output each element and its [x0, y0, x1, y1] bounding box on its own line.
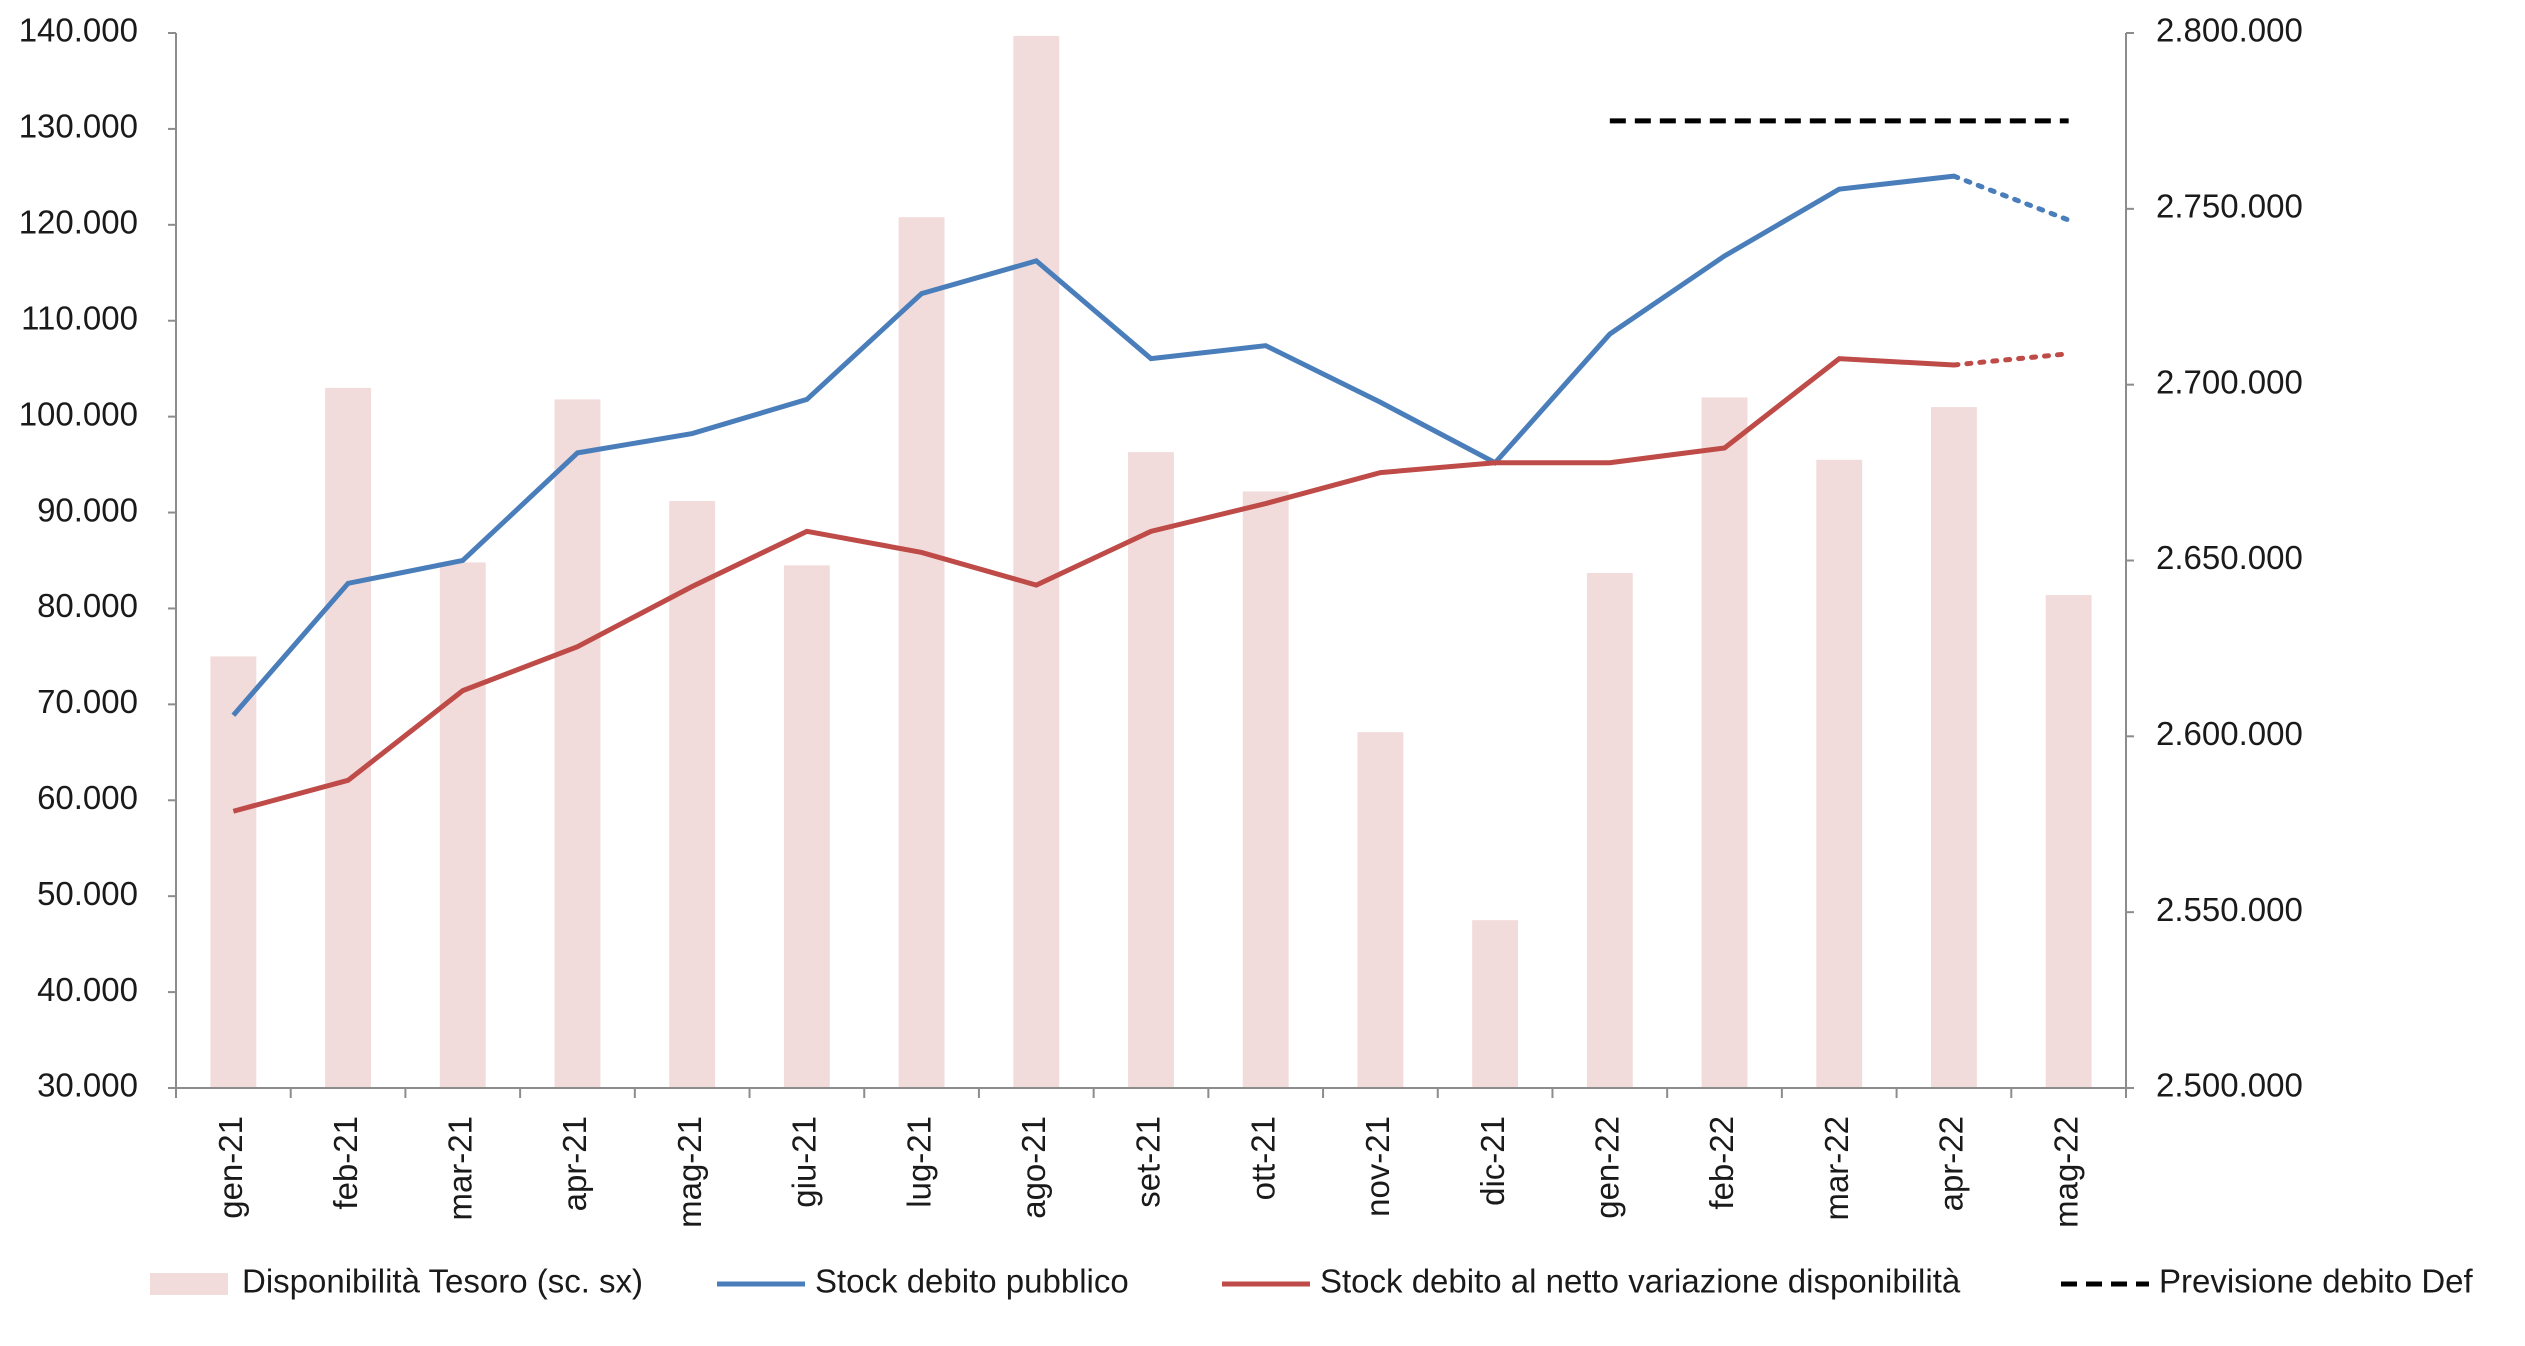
legend-label: Previsione debito Def [2159, 1263, 2474, 1300]
y2-tick-label: 2.550.000 [2156, 891, 2303, 928]
line-series [231, 173, 1955, 717]
bar [1128, 452, 1174, 1088]
y2-tick-label: 2.600.000 [2156, 715, 2303, 752]
y-tick-label: 100.000 [19, 395, 138, 432]
bar [554, 399, 601, 1088]
x-tick-label: ott-21 [1244, 1116, 1281, 1200]
y-tick-label: 80.000 [37, 587, 138, 624]
y2-tick-label: 2.650.000 [2156, 539, 2303, 576]
bar [1472, 920, 1519, 1088]
y-tick-label: 120.000 [19, 204, 138, 241]
bar [1013, 35, 1060, 1088]
y2-tick-label: 2.700.000 [2156, 363, 2303, 400]
legend-label: Stock debito pubblico [815, 1263, 1129, 1300]
x-tick-label: gen-22 [1589, 1116, 1626, 1219]
y-tick-label: 40.000 [37, 971, 138, 1008]
legend-swatch [150, 1273, 228, 1295]
bar [439, 562, 486, 1088]
x-tick-label: mar-22 [1818, 1116, 1855, 1221]
bar [1242, 491, 1289, 1089]
y-tick-label: 140.000 [19, 12, 138, 49]
bar [898, 217, 945, 1089]
x-tick-label: mar-21 [441, 1116, 478, 1221]
x-tick-label: ago-21 [1015, 1116, 1052, 1219]
bar [669, 501, 716, 1088]
bar [1586, 572, 1633, 1088]
y-tick-label: 70.000 [37, 683, 138, 720]
y-tick-label: 130.000 [19, 108, 138, 145]
bar [2045, 595, 2092, 1088]
y2-tick-label: 2.500.000 [2156, 1067, 2303, 1104]
x-tick-label: set-21 [1130, 1116, 1167, 1208]
y-tick-label: 90.000 [37, 491, 138, 528]
bar [1931, 407, 1977, 1089]
line-series-projection [1951, 351, 2072, 368]
line-series-projection [1951, 173, 2072, 223]
x-tick-label: giu-21 [786, 1116, 823, 1208]
x-tick-label: apr-21 [556, 1116, 593, 1211]
y-tick-label: 30.000 [37, 1067, 138, 1104]
bar [325, 387, 371, 1088]
line-series [232, 356, 1955, 814]
x-tick-label: lug-21 [900, 1116, 937, 1208]
x-tick-label: mag-22 [2047, 1116, 2084, 1228]
x-tick-label: feb-22 [1703, 1116, 1740, 1210]
x-tick-label: dic-21 [1474, 1116, 1511, 1206]
y-tick-label: 110.000 [21, 299, 138, 336]
x-tick-label: nov-21 [1359, 1116, 1396, 1217]
bar [1816, 459, 1863, 1089]
bar [783, 565, 830, 1088]
x-tick-label: mag-21 [671, 1116, 708, 1228]
bar [1357, 732, 1404, 1088]
y-tick-label: 50.000 [37, 875, 138, 912]
bar [210, 656, 257, 1088]
legend-label: Disponibilità Tesoro (sc. sx) [242, 1263, 643, 1300]
legend-label: Stock debito al netto variazione disponi… [1320, 1263, 1961, 1300]
x-tick-label: apr-22 [1933, 1116, 1970, 1211]
y2-tick-label: 2.800.000 [2156, 12, 2303, 49]
bar [1701, 397, 1748, 1088]
y-tick-label: 60.000 [37, 779, 138, 816]
x-tick-label: gen-21 [212, 1116, 249, 1219]
x-tick-label: feb-21 [327, 1116, 364, 1210]
y2-tick-label: 2.750.000 [2156, 188, 2303, 225]
